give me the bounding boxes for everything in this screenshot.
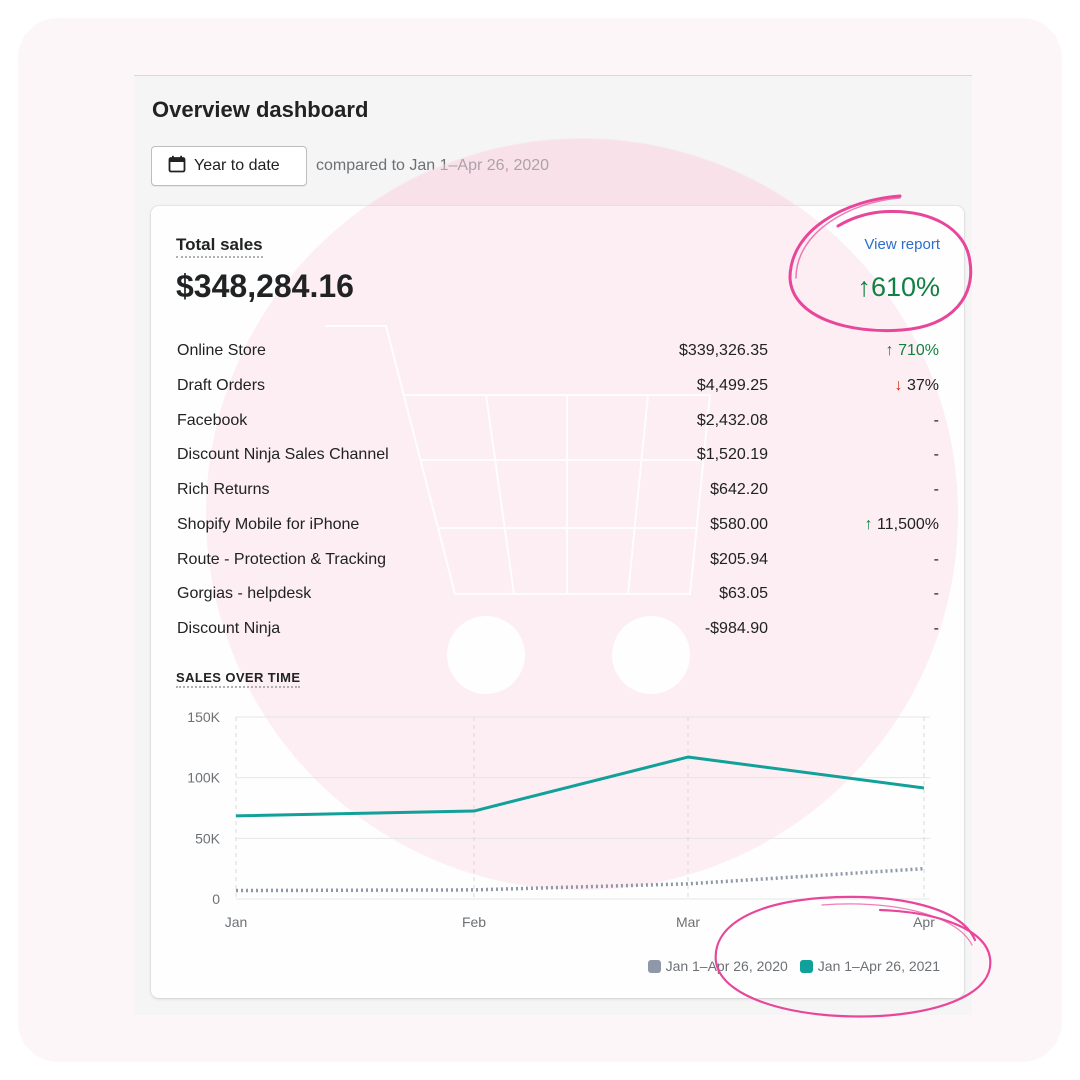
arrow-up-icon: ↑ (864, 515, 878, 533)
list-item: Discount Ninja -$984.90 - (177, 612, 939, 647)
channel-change-value: 11,500% (877, 515, 939, 533)
total-sales-change-value: 610% (870, 272, 940, 302)
channel-name: Discount Ninja Sales Channel (177, 446, 389, 464)
channel-change: ↑ 710% (886, 342, 939, 360)
x-tick-label: Feb (462, 914, 486, 930)
channel-amount: $580.00 (710, 515, 768, 533)
series-line-2020 (235, 866, 925, 893)
list-item: Route - Protection & Tracking $205.94 - (177, 543, 939, 578)
date-range-button[interactable]: Year to date (151, 146, 307, 186)
legend-label: Jan 1–Apr 26, 2020 (665, 958, 788, 974)
channel-name: Route - Protection & Tracking (177, 550, 386, 568)
channel-amount: $642.20 (710, 481, 768, 498)
channel-change-value: 37% (906, 376, 939, 394)
total-sales-value: $348,284.16 (176, 268, 354, 304)
channel-change: ↑ 11,500% (865, 516, 939, 534)
list-item: Gorgias - helpdesk $63.05 - (177, 577, 939, 612)
channel-amount: $1,520.19 (696, 446, 768, 464)
legend-swatch (799, 959, 813, 973)
list-item: Facebook $2,432.08 - (177, 404, 939, 439)
view-report-link[interactable]: View report (864, 236, 940, 253)
sales-over-time-label[interactable]: SALES OVER TIME (176, 670, 301, 688)
legend-swatch (647, 959, 661, 973)
channel-amount: $2,432.08 (696, 411, 768, 429)
date-range-label: Year to date (194, 157, 280, 174)
channel-change-value: - (933, 620, 939, 637)
sales-over-time-chart: 150K 100K 50K 0 Jan Feb Mar Apr (187, 709, 935, 930)
page-title: Overview dashboard (152, 97, 369, 122)
channel-name: Discount Ninja (177, 620, 281, 637)
legend-item-2021[interactable]: Jan 1–Apr 26, 2021 (799, 958, 940, 974)
channel-change-value: - (933, 550, 939, 568)
channel-change-value: - (933, 446, 939, 464)
x-tick-label: Jan (225, 914, 248, 930)
compare-text: compared to Jan 1–Apr 26, 2020 (316, 157, 550, 174)
y-tick-label: 50K (195, 830, 221, 846)
y-tick-label: 150K (187, 709, 220, 725)
x-tick-label: Apr (913, 914, 935, 930)
list-item: Online Store $339,326.35 ↑ 710% (177, 334, 939, 369)
channel-name: Gorgias - helpdesk (177, 585, 312, 603)
y-tick-label: 100K (187, 770, 220, 786)
list-item: Draft Orders $4,499.25 ↓ 37% (177, 369, 939, 404)
sales-breakdown-list: Online Store $339,326.35 ↑ 710% Draft Or… (177, 334, 939, 647)
series-line-2021 (235, 755, 925, 818)
channel-change-value: 710% (898, 342, 939, 359)
channel-name: Online Store (177, 342, 266, 359)
total-sales-change: ↑610% (857, 272, 940, 303)
channel-amount: $339,326.35 (679, 342, 768, 359)
channel-change-value: - (933, 585, 939, 603)
channel-name: Rich Returns (177, 481, 270, 498)
legend-label: Jan 1–Apr 26, 2021 (817, 958, 940, 974)
list-item: Discount Ninja Sales Channel $1,520.19 - (177, 438, 939, 473)
arrow-up-icon: ↑ (885, 342, 899, 359)
arrow-up-icon: ↑ (857, 272, 871, 302)
chart-legend: Jan 1–Apr 26, 2020 Jan 1–Apr 26, 2021 (647, 958, 940, 974)
arrow-down-icon: ↓ (894, 376, 907, 394)
channel-change-value: - (933, 481, 939, 498)
channel-name: Shopify Mobile for iPhone (177, 515, 360, 533)
list-item: Shopify Mobile for iPhone $580.00 ↑ 11,5… (177, 508, 939, 543)
channel-name: Draft Orders (177, 376, 266, 394)
y-tick-label: 0 (212, 891, 220, 907)
channel-amount: $4,499.25 (696, 376, 768, 394)
channel-name: Facebook (177, 411, 248, 429)
channel-change: ↓ 37% (895, 377, 939, 395)
channel-amount: $205.94 (710, 550, 768, 568)
calendar-icon (168, 155, 186, 178)
channel-amount: $63.05 (719, 585, 768, 603)
channel-amount: -$984.90 (704, 620, 768, 637)
channel-change-value: - (933, 411, 939, 429)
list-item: Rich Returns $642.20 - (177, 473, 939, 508)
total-sales-label[interactable]: Total sales (176, 235, 263, 258)
legend-item-2020[interactable]: Jan 1–Apr 26, 2020 (647, 958, 788, 974)
x-tick-label: Mar (676, 914, 700, 930)
